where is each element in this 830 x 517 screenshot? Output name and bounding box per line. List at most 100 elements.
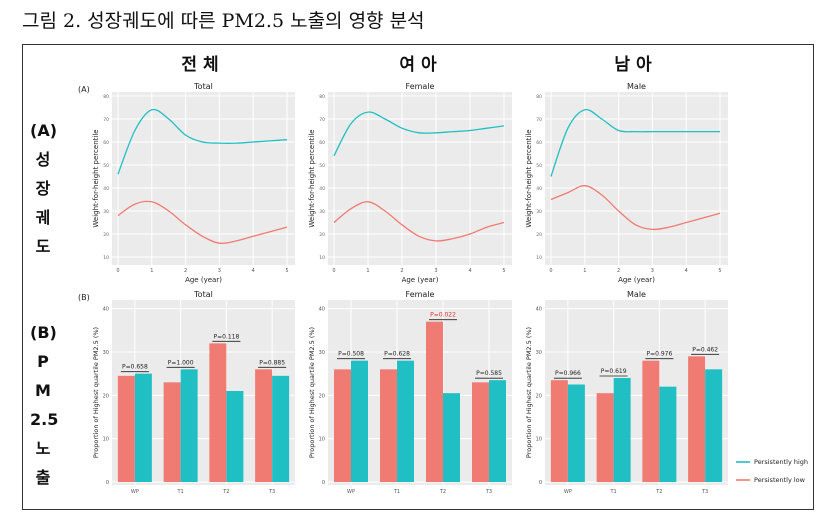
line-chart-female-xtick-label: 1	[366, 268, 369, 274]
bar-chart-female-ytick-label: 20	[319, 393, 325, 399]
bar-chart-female-ytick-label: 30	[319, 350, 325, 356]
line-chart-female-xtick-label: 4	[468, 268, 471, 274]
bar-chart-total-ytick-label: 0	[106, 480, 109, 486]
row-a-label-0: (A)	[30, 121, 58, 140]
bar-chart-male-pvalue-label: P=0.462	[692, 346, 718, 353]
bar-chart-female-xtick-label: T1	[393, 489, 400, 495]
bar-chart-total-xtick-label: WP	[131, 489, 139, 495]
bar-chart-total-pvalue-label: P=0.118	[213, 333, 239, 340]
figure-frame	[22, 44, 814, 510]
line-chart-male-ytick-label: 40	[536, 186, 542, 192]
line-chart-total-xtick-label: 0	[116, 268, 119, 274]
bar-chart-total-pvalue-label: P=0.658	[122, 364, 148, 371]
row-b-label-2: M	[35, 381, 51, 400]
bar-chart-total-panel-tag: (B)	[78, 293, 90, 302]
bar-chart-male-pvalue-label: P=0.966	[555, 370, 581, 377]
bar-chart-male-title: Male	[627, 290, 646, 299]
bar-chart-male-bar-low-t3	[688, 356, 706, 482]
bar-chart-total-xtick-label: T1	[177, 489, 184, 495]
row-b-label: (B) P M 2.5 노 출	[30, 318, 59, 492]
bar-chart-male-xtick-label: WP	[564, 489, 572, 495]
row-a-label-3: 궤	[35, 208, 51, 227]
line-chart-total-xtick-label: 5	[285, 268, 288, 274]
column-header-male: 남 아	[614, 55, 652, 75]
line-chart-female-x-axis-label: Age (year)	[402, 276, 439, 284]
line-chart-female-ytick-label: 60	[319, 140, 325, 146]
bar-chart-female-xtick-label: T3	[485, 489, 492, 495]
row-a-label-2: 장	[35, 179, 51, 198]
bar-chart-female-bar-low-wp	[334, 369, 351, 482]
bar-chart-male-y-axis-label: Proportion of Highest quartile PM2.5 (%)	[525, 327, 533, 458]
row-a-label-4: 도	[35, 237, 51, 256]
line-chart-total-y-axis-label: Weight-for-height percentile	[92, 129, 100, 227]
bar-chart-female-xtick-label: WP	[347, 489, 355, 495]
line-chart-male-ytick-label: 70	[536, 117, 542, 123]
bar-chart-total-pvalue-label: P=0.885	[259, 359, 285, 366]
bar-chart-female-pvalue-label: P=0.628	[384, 351, 410, 358]
line-chart-total-xtick-label: 1	[150, 268, 153, 274]
line-chart-total-panel-tag: (A)	[78, 85, 90, 94]
line-chart-total-ytick-label: 60	[103, 140, 109, 146]
bar-chart-male-bar-low-wp	[550, 380, 568, 482]
bar-chart-male-bar-high-wp	[567, 384, 585, 482]
line-chart-female-series-low	[333, 201, 505, 242]
line-chart-male-y-axis-label: Weight-for-height percentile	[525, 129, 533, 227]
line-chart-female-ytick-label: 10	[319, 255, 325, 261]
bar-chart-total-bar-low-wp	[117, 375, 135, 482]
line-chart-male-xtick-label: 5	[718, 268, 721, 274]
row-b-label-5: 출	[35, 468, 51, 487]
row-b-label-4: 노	[35, 439, 51, 458]
bar-chart-total-bar-high-t3	[272, 375, 290, 482]
line-chart-male-xtick-label: 1	[583, 268, 586, 274]
bar-chart-male-ytick-label: 30	[536, 350, 542, 356]
bar-chart-total-pvalue-label: P=1.000	[168, 359, 194, 366]
bar-chart-female-xtick-label: T2	[439, 489, 446, 495]
line-chart-female-series-high	[333, 111, 505, 157]
bar-chart-total-bar-low-t2	[209, 343, 227, 482]
row-a-label-1: 성	[35, 150, 51, 169]
line-chart-male-panel	[545, 92, 728, 265]
row-b-label-1: P	[37, 352, 49, 371]
line-chart-male-series-low	[550, 185, 721, 231]
bar-chart-total-bar-high-wp	[134, 373, 152, 482]
bar-chart-male-bar-high-t3	[705, 369, 723, 482]
bar-chart-total-bar-low-t1	[163, 382, 181, 482]
line-chart-total-panel	[112, 92, 295, 265]
line-chart-total-xtick-label: 3	[218, 268, 221, 274]
line-chart-female-ytick-label: 40	[319, 186, 325, 192]
bar-chart-male-ytick-label: 20	[536, 393, 542, 399]
bar-chart-female-ytick-label: 0	[322, 480, 325, 486]
line-chart-total-series-low	[117, 200, 288, 245]
line-chart-total-ytick-label: 80	[103, 94, 109, 100]
bar-chart-male-bar-high-t2	[659, 386, 677, 482]
bar-chart-male-ytick-label: 40	[536, 307, 542, 313]
line-chart-total-ytick-label: 30	[103, 209, 109, 215]
bar-chart-female-pvalue-label: P=0.022	[430, 312, 456, 319]
figure-title: 그림 2. 성장궤도에 따른 PM2.5 노출의 영향 분석	[22, 10, 425, 32]
line-chart-male-xtick-label: 0	[549, 268, 552, 274]
bar-chart-male-ytick-label: 10	[536, 437, 542, 443]
legend-label-low: Persistently low	[754, 476, 806, 484]
bar-chart-female-bar-low-t2	[426, 321, 443, 482]
legend-label-high: Persistently high	[754, 458, 808, 466]
line-chart-total-ytick-label: 40	[103, 186, 109, 192]
line-chart-female-ytick-label: 80	[319, 94, 325, 100]
bar-chart-total-ytick-label: 30	[103, 350, 109, 356]
row-b-label-3: 2.5	[30, 410, 59, 429]
line-chart-female-ytick-label: 20	[319, 232, 325, 238]
bar-chart-female-bar-high-wp	[351, 360, 368, 482]
line-chart-total-xtick-label: 4	[252, 268, 255, 274]
line-chart-male-xtick-label: 3	[651, 268, 654, 274]
bar-chart-male-bar-low-t1	[596, 393, 614, 482]
line-chart-male-x-axis-label: Age (year)	[618, 276, 655, 284]
line-chart-female-xtick-label: 2	[400, 268, 403, 274]
line-chart-male-xtick-label: 4	[685, 268, 688, 274]
bar-chart-female-pvalue-label: P=0.585	[476, 370, 502, 377]
row-b-label-0: (B)	[30, 323, 57, 342]
bar-chart-female-bar-high-t1	[397, 360, 414, 482]
bar-chart-male-bar-high-t1	[613, 378, 631, 482]
bar-chart-female-ytick-label: 40	[319, 307, 325, 313]
column-header-total: 전 체	[181, 55, 219, 75]
bar-chart-male-pvalue-label: P=0.619	[601, 368, 627, 375]
